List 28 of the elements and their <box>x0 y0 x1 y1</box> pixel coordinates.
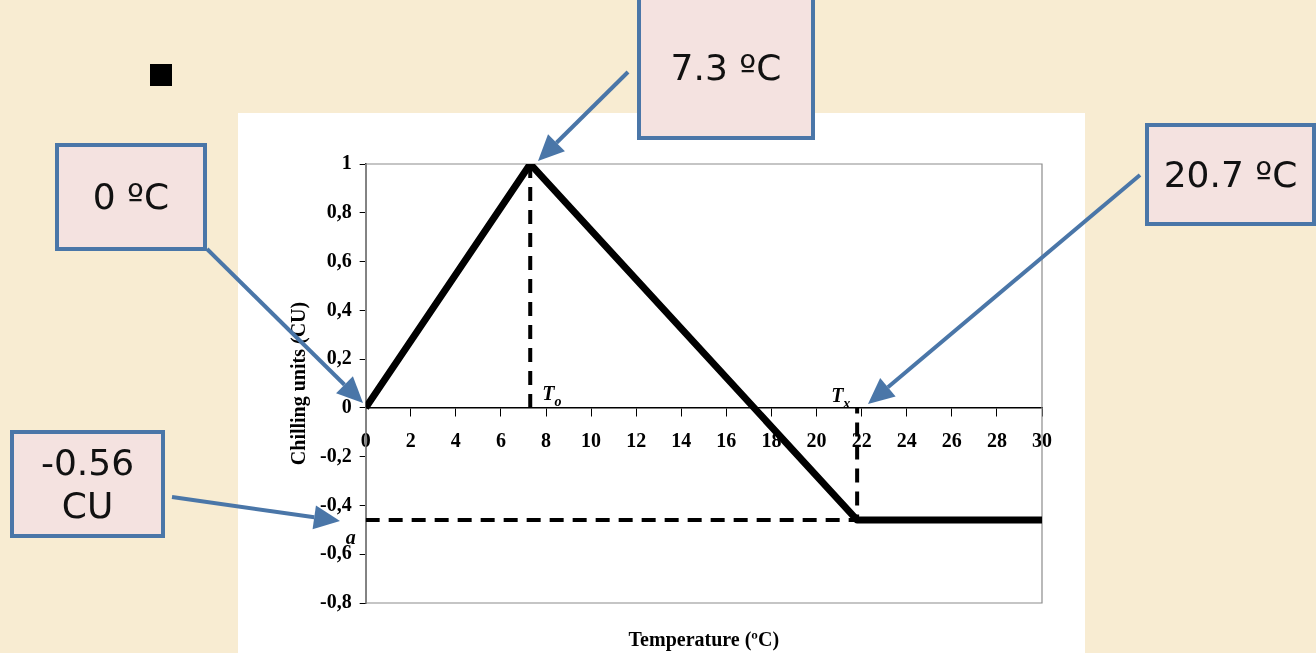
x-tick-label: 28 <box>986 429 1007 452</box>
x-tick-label: 12 <box>626 429 647 452</box>
y-tick-label: 0,4 <box>326 297 352 320</box>
y-tick-label: -0,8 <box>319 590 352 613</box>
x-tick-label: 8 <box>541 429 552 452</box>
y-tick-label: 0,6 <box>326 248 352 271</box>
text: 0 ºC <box>92 175 170 219</box>
y-tick-label: -0,4 <box>319 492 352 515</box>
x-tick-label: 24 <box>896 429 917 452</box>
y-tick-label: 0 <box>341 395 352 418</box>
x-tick-label: 10 <box>581 429 602 452</box>
text: -0.56 CU <box>39 440 136 528</box>
text: 20.7 ºC <box>1163 152 1298 197</box>
x-axis-title: Temperature (ºC) <box>628 628 780 651</box>
x-tick-label: 30 <box>1032 429 1052 452</box>
y-tick-label: 0,8 <box>326 199 352 222</box>
x-tick-label: 2 <box>405 429 416 452</box>
x-tick-label: 0 <box>360 429 371 452</box>
y-tick-label: -0,2 <box>319 443 352 466</box>
x-tick-label: 4 <box>450 429 461 452</box>
x-tick-label: 14 <box>671 429 692 452</box>
y-tick-label: 0,2 <box>326 346 352 369</box>
x-tick-label: 6 <box>495 429 506 452</box>
y-tick-label: 1 <box>341 151 352 174</box>
x-tick-label: 26 <box>941 429 962 452</box>
x-tick-label: 20 <box>806 429 827 452</box>
text: 7.3 ºC <box>670 46 782 90</box>
x-tick-label: 16 <box>716 429 737 452</box>
